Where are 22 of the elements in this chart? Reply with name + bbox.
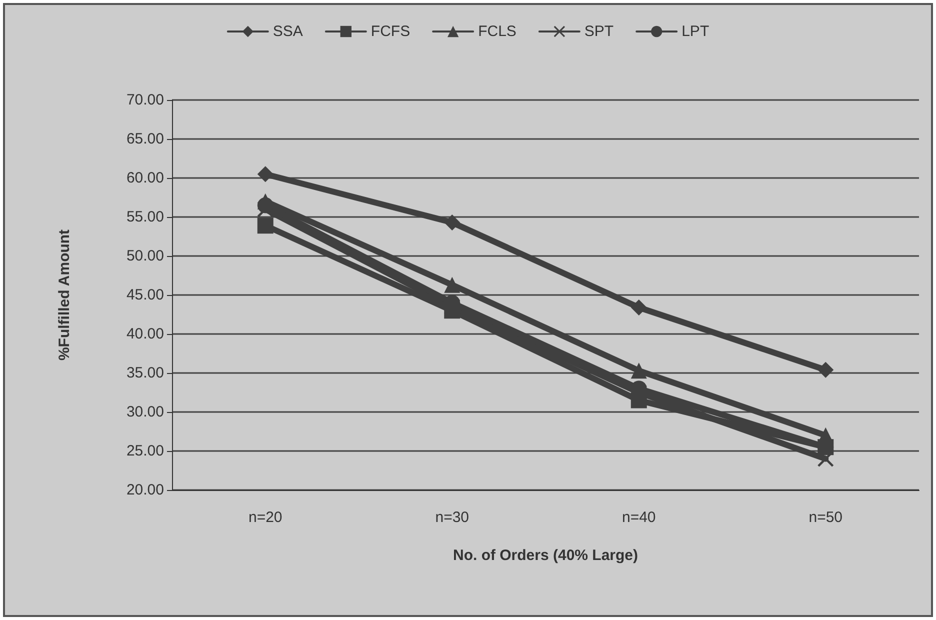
y-tick-label: 45.00	[126, 286, 164, 304]
x-tick-label: n=40	[622, 509, 656, 526]
y-tick-label: 25.00	[126, 442, 164, 460]
y-tick-label: 40.00	[126, 326, 164, 342]
legend-label: SSA	[272, 23, 303, 40]
y-tick-label: 20.00	[126, 482, 164, 498]
legend-label: FCLS	[478, 23, 516, 40]
y-tick-label: 50.00	[126, 248, 164, 264]
y-axis-title: %Fulfilled Amount	[56, 229, 73, 361]
legend-label: SPT	[584, 23, 614, 40]
x-axis-title: No. of Orders (40% Large)	[452, 547, 638, 564]
y-tick-label: 60.00	[126, 170, 164, 186]
y-tick-label: 55.00	[126, 208, 164, 226]
x-tick-label: n=30	[435, 509, 470, 526]
y-tick-label: 70.00	[126, 92, 164, 108]
x-tick-label: n=50	[808, 509, 843, 526]
legend-label: LPT	[682, 23, 710, 40]
legend-label: FCFS	[370, 23, 410, 40]
y-tick-label: 35.00	[126, 364, 164, 382]
y-tick-label: 30.00	[126, 404, 164, 420]
y-tick-label: 65.00	[126, 130, 164, 148]
x-tick-label: n=20	[248, 509, 282, 526]
